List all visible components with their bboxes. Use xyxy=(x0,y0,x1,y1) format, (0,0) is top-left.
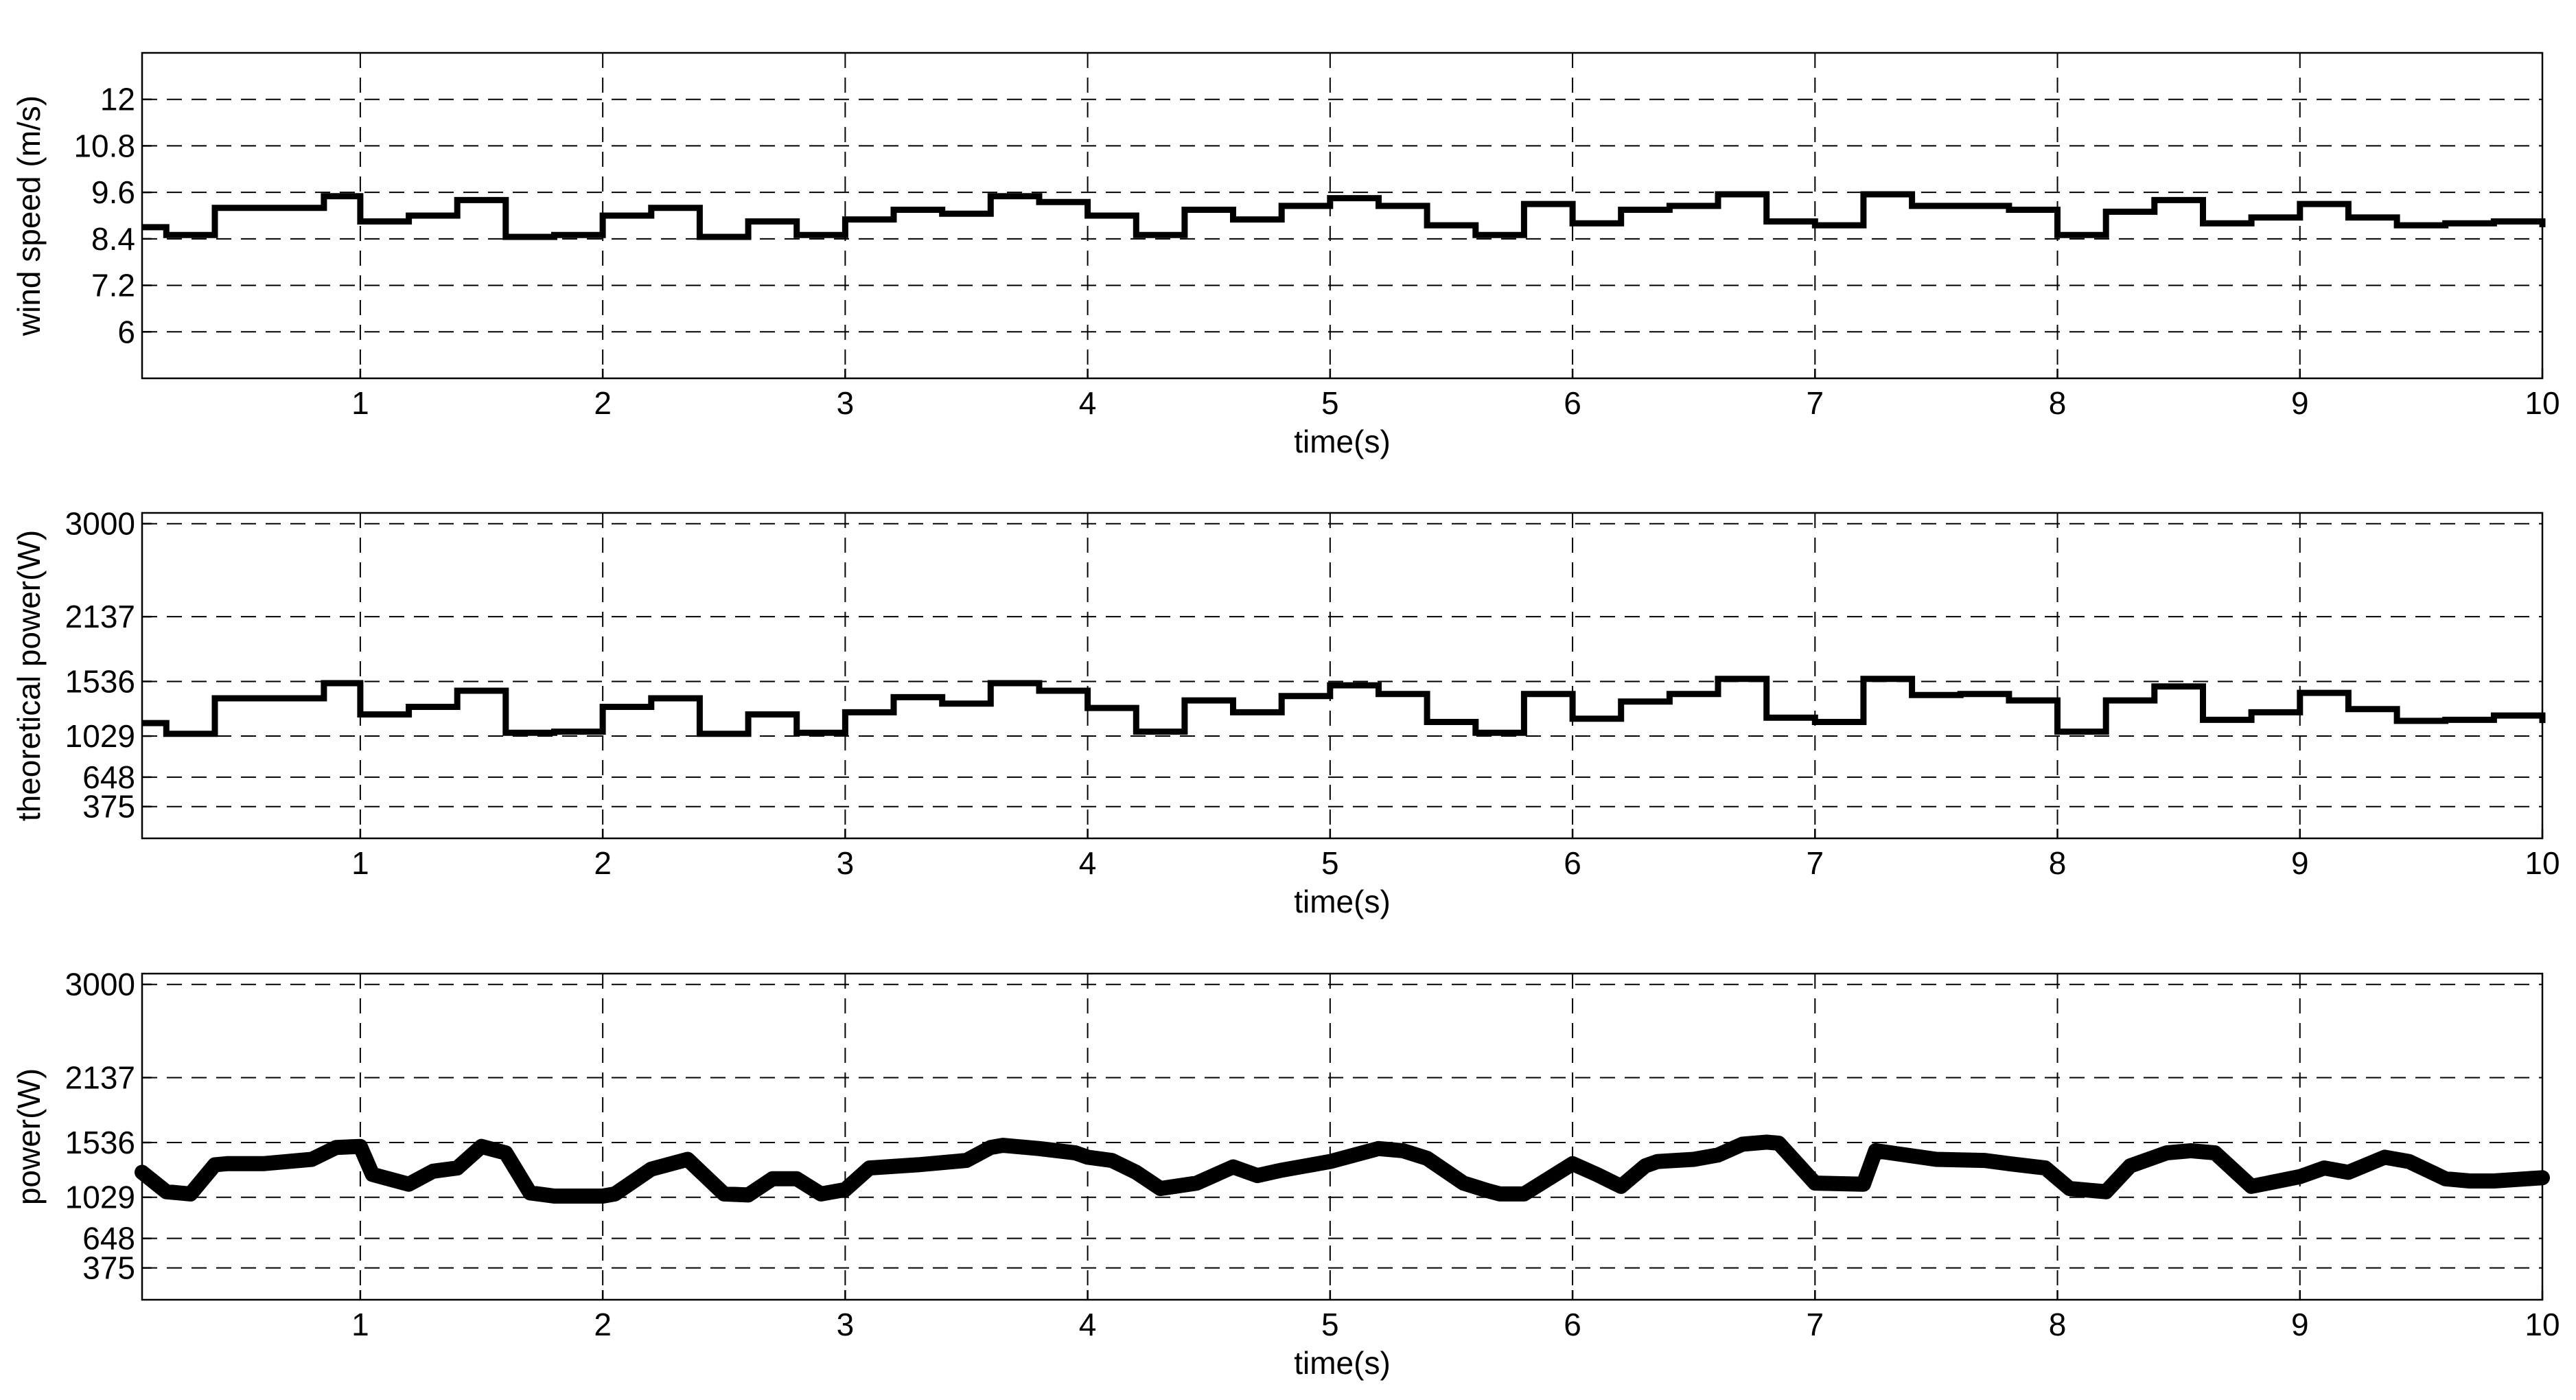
plot-frame xyxy=(141,512,2544,840)
series-line xyxy=(142,191,2546,240)
series-line xyxy=(142,676,2546,737)
y-tick-label: 8.4 xyxy=(91,221,135,257)
y-tick-label: 12 xyxy=(100,82,135,117)
y-tick-label: 1536 xyxy=(65,663,135,699)
y-tick-label: 9.6 xyxy=(91,174,135,210)
x-tick-label: 3 xyxy=(837,1307,855,1342)
plot-frame xyxy=(141,51,2544,380)
y-tick-label: 1029 xyxy=(65,718,135,754)
x-tick-label: 1 xyxy=(351,385,369,421)
x-tick-label: 5 xyxy=(1321,385,1339,421)
y-tick-label: 2137 xyxy=(65,599,135,634)
y-axis-label: wind speed (m/s) xyxy=(11,95,47,336)
plot-frame xyxy=(141,972,2544,1301)
y-tick-label: 6 xyxy=(117,314,135,349)
x-tick-label: 2 xyxy=(594,1307,612,1342)
y-tick-label: 10.8 xyxy=(73,128,135,163)
y-tick-label: 375 xyxy=(82,1250,135,1286)
x-tick-label: 10 xyxy=(2525,1307,2560,1342)
y-tick-label: 1029 xyxy=(65,1180,135,1215)
x-tick-label: 8 xyxy=(2049,1307,2067,1342)
y-tick-label: 648 xyxy=(82,759,135,795)
y-axis-label: power(W) xyxy=(11,1068,47,1205)
y-tick-label: 3000 xyxy=(65,967,135,1002)
x-tick-label: 9 xyxy=(2291,385,2309,421)
x-tick-label: 10 xyxy=(2525,385,2560,421)
x-tick-label: 5 xyxy=(1321,1307,1339,1342)
y-axis-label: theoretical power(W) xyxy=(11,530,47,821)
x-tick-label: 5 xyxy=(1321,845,1339,881)
x-tick-label: 1 xyxy=(351,845,369,881)
x-tick-label: 6 xyxy=(1564,1307,1581,1342)
x-axis-label: time(s) xyxy=(1294,1345,1391,1381)
y-tick-label: 3000 xyxy=(65,506,135,542)
x-tick-label: 7 xyxy=(1807,845,1824,881)
x-tick-label: 9 xyxy=(2291,1307,2309,1342)
x-axis-label: time(s) xyxy=(1294,424,1391,459)
x-tick-label: 7 xyxy=(1807,1307,1824,1342)
x-tick-label: 4 xyxy=(1079,385,1097,421)
x-tick-label: 9 xyxy=(2291,845,2309,881)
x-tick-label: 3 xyxy=(837,385,855,421)
x-tick-label: 2 xyxy=(594,385,612,421)
x-tick-label: 10 xyxy=(2525,845,2560,881)
x-tick-label: 3 xyxy=(837,845,855,881)
y-tick-label: 375 xyxy=(82,789,135,825)
x-tick-label: 8 xyxy=(2049,845,2067,881)
y-tick-label: 7.2 xyxy=(91,268,135,303)
x-tick-label: 1 xyxy=(351,1307,369,1342)
x-tick-label: 6 xyxy=(1564,385,1581,421)
y-tick-label: 1536 xyxy=(65,1125,135,1160)
x-tick-label: 4 xyxy=(1079,1307,1097,1342)
x-tick-label: 8 xyxy=(2049,385,2067,421)
y-tick-label: 2137 xyxy=(65,1059,135,1095)
x-tick-label: 6 xyxy=(1564,845,1581,881)
x-axis-label: time(s) xyxy=(1294,884,1391,919)
x-tick-label: 2 xyxy=(594,845,612,881)
series-line xyxy=(135,1134,2550,1204)
x-tick-label: 7 xyxy=(1807,385,1824,421)
x-tick-label: 4 xyxy=(1079,845,1097,881)
y-tick-label: 648 xyxy=(82,1221,135,1256)
